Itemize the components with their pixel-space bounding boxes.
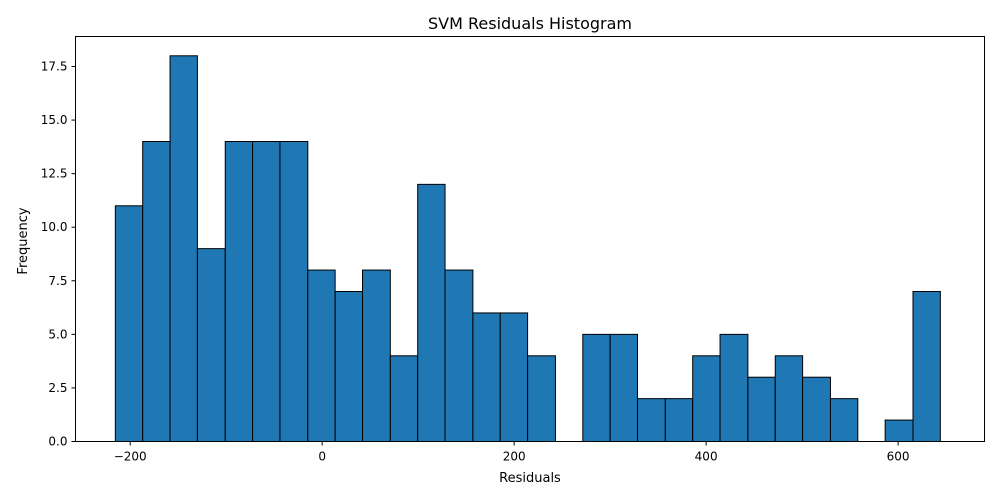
x-tick-label: 400 bbox=[695, 450, 718, 464]
histogram-bar bbox=[692, 355, 721, 443]
y-tick-label: 2.5 bbox=[48, 381, 67, 395]
y-axis-label: Frequency bbox=[16, 207, 31, 274]
y-tick-label: 12.5 bbox=[41, 167, 68, 181]
histogram-bar bbox=[774, 355, 804, 443]
bars-group bbox=[114, 55, 941, 443]
histogram-bar bbox=[664, 398, 694, 443]
y-tick-label: 5.0 bbox=[48, 327, 67, 341]
x-tick-label: 200 bbox=[503, 450, 526, 464]
y-axis-ticks: 0.0 2.5 5.0 7.5 10.0 12.5 15.0 17.5 bbox=[41, 60, 76, 449]
histogram-bar bbox=[444, 269, 474, 442]
histogram-bar bbox=[279, 141, 309, 442]
x-axis-label: Residuals bbox=[499, 471, 561, 486]
histogram-bar bbox=[169, 55, 198, 442]
histogram-bar bbox=[884, 419, 914, 443]
x-tick-label: 0 bbox=[318, 450, 326, 464]
histogram-bar bbox=[142, 141, 171, 442]
histogram-bar bbox=[499, 312, 529, 442]
histogram-bar bbox=[609, 333, 639, 442]
histogram-bar bbox=[114, 205, 144, 442]
y-tick-label: 0.0 bbox=[48, 435, 67, 449]
histogram-bar bbox=[719, 333, 749, 442]
y-tick-label: 10.0 bbox=[41, 220, 68, 234]
histogram-bar bbox=[417, 183, 446, 443]
histogram-bar bbox=[334, 291, 364, 442]
x-tick-label: −200 bbox=[114, 450, 147, 464]
histogram-bar bbox=[912, 291, 941, 442]
x-tick-label: 600 bbox=[887, 450, 910, 464]
histogram-bar bbox=[747, 376, 776, 442]
histogram-bar bbox=[389, 355, 419, 443]
chart-title: SVM Residuals Histogram bbox=[428, 14, 632, 33]
histogram-bar bbox=[362, 269, 391, 442]
x-axis-ticks: −200 0 200 400 600 bbox=[114, 441, 910, 464]
histogram-bar bbox=[802, 376, 831, 442]
histogram-bar bbox=[582, 333, 611, 442]
histogram-bar bbox=[829, 398, 859, 443]
y-tick-label: 15.0 bbox=[41, 113, 68, 127]
histogram-bar bbox=[224, 141, 254, 442]
histogram-bar bbox=[252, 141, 281, 442]
histogram-bar bbox=[196, 248, 226, 442]
histogram-bar bbox=[637, 398, 666, 443]
histogram-bar bbox=[472, 312, 501, 442]
y-tick-label: 17.5 bbox=[41, 60, 68, 74]
histogram-bar bbox=[527, 355, 556, 443]
y-tick-label: 7.5 bbox=[48, 274, 67, 288]
histogram-bar bbox=[307, 269, 336, 442]
plot-area-frame bbox=[75, 36, 985, 442]
